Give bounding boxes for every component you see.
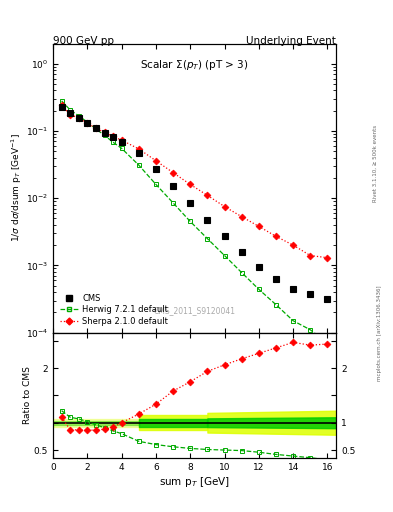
Text: 900 GeV pp: 900 GeV pp bbox=[53, 36, 114, 46]
Legend: CMS, Herwig 7.2.1 default, Sherpa 2.1.0 default: CMS, Herwig 7.2.1 default, Sherpa 2.1.0 … bbox=[57, 291, 171, 328]
Text: CMS_2011_S9120041: CMS_2011_S9120041 bbox=[154, 306, 235, 315]
Y-axis label: Ratio to CMS: Ratio to CMS bbox=[24, 367, 33, 424]
Text: Rivet 3.1.10, ≥ 500k events: Rivet 3.1.10, ≥ 500k events bbox=[373, 125, 378, 202]
Text: mcplots.cern.ch [arXiv:1306.3436]: mcplots.cern.ch [arXiv:1306.3436] bbox=[377, 285, 382, 380]
Text: Underlying Event: Underlying Event bbox=[246, 36, 336, 46]
Text: Scalar $\Sigma(p_T)$ (pT > 3): Scalar $\Sigma(p_T)$ (pT > 3) bbox=[140, 58, 249, 72]
X-axis label: sum p$_T$ [GeV]: sum p$_T$ [GeV] bbox=[159, 475, 230, 489]
Y-axis label: 1/$\sigma$ d$\sigma$/dsum p$_T$ [GeV$^{-1}$]: 1/$\sigma$ d$\sigma$/dsum p$_T$ [GeV$^{-… bbox=[10, 134, 24, 243]
